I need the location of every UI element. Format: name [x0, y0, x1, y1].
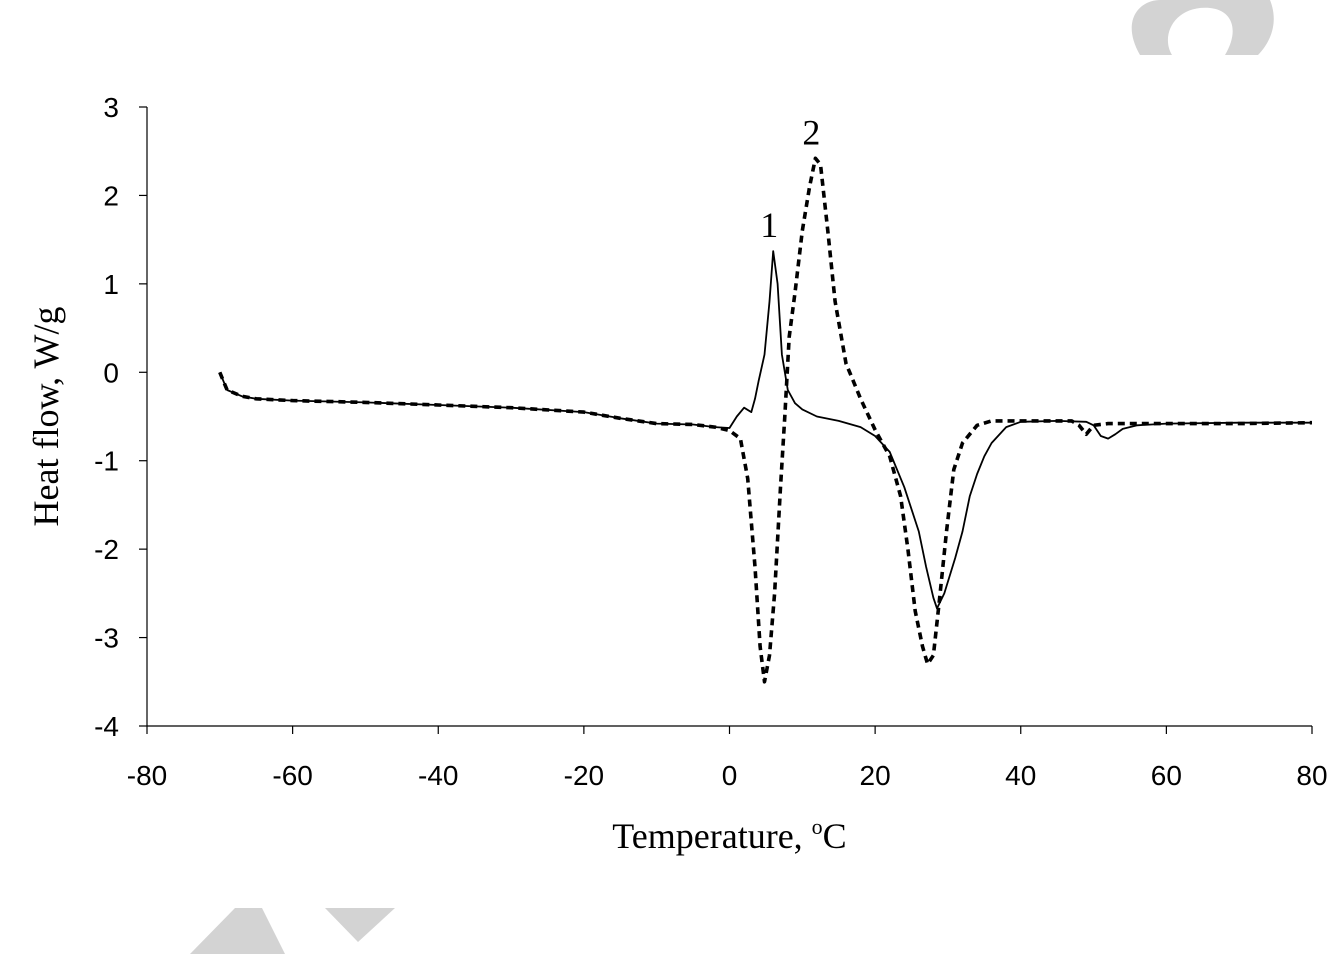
- x-tick-label: -60: [272, 760, 312, 791]
- series-label-2: 2: [802, 112, 820, 152]
- x-axis-title-text: Temperature,: [612, 816, 811, 856]
- x-tick-label: 80: [1296, 760, 1327, 791]
- x-tick-label: -80: [127, 760, 167, 791]
- x-tick-label: 20: [860, 760, 891, 791]
- series-line-2: [218, 156, 1313, 684]
- y-tick-label: -2: [94, 534, 119, 565]
- y-tick-label: -1: [94, 446, 119, 477]
- x-axis-title-degree: o: [812, 814, 823, 839]
- x-tick-label: 60: [1151, 760, 1182, 791]
- x-tick-label: 0: [722, 760, 738, 791]
- axes: [139, 106, 1313, 734]
- y-tick-label: 3: [103, 92, 119, 123]
- x-tick-label: 40: [1005, 760, 1036, 791]
- series-line-1: [218, 250, 1312, 610]
- y-axis-title: Heat flow, W/g: [26, 307, 66, 527]
- x-tick-label: -20: [564, 760, 604, 791]
- y-tick-label: 2: [103, 180, 119, 211]
- watermark-arrow-shape: [190, 908, 285, 954]
- y-tick-label: 0: [103, 357, 119, 388]
- watermark-triangle-shape: [325, 908, 395, 942]
- series-layer: [218, 156, 1313, 684]
- y-tick-label: 1: [103, 269, 119, 300]
- x-axis-title-unit: C: [823, 816, 847, 856]
- x-tick-label: -40: [418, 760, 458, 791]
- watermark-decoration: [190, 0, 1274, 954]
- y-tick-label: -3: [94, 623, 119, 654]
- y-tick-label: -4: [94, 711, 119, 742]
- x-axis-title: Temperature, oC: [612, 814, 846, 856]
- labels: -80 -60 -40 -20 0 20 40 60 80 3 2 1 0 -1 -2 -3 -4 Tempera…: [26, 92, 1328, 856]
- series-label-1: 1: [760, 205, 778, 245]
- watermark-ring-shape: [1131, 0, 1274, 55]
